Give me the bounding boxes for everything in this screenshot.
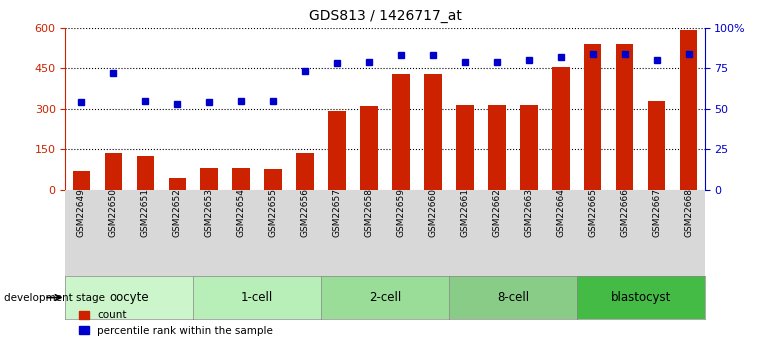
Bar [233,168,250,190]
Bar [200,168,218,190]
Bar [392,73,410,190]
Bar [105,153,122,190]
Bar [584,44,601,190]
Bar [424,73,442,190]
Text: development stage: development stage [4,293,105,303]
Text: oocyte: oocyte [109,291,149,304]
Text: 2-cell: 2-cell [369,291,401,304]
Legend: count, percentile rank within the sample: count, percentile rank within the sample [75,306,277,340]
Text: 1-cell: 1-cell [241,291,273,304]
Bar [72,171,90,190]
Bar [136,156,154,190]
Bar [552,67,570,190]
Bar [360,106,378,190]
Bar [328,111,346,190]
Bar [456,105,474,190]
Text: blastocyst: blastocyst [611,291,671,304]
Bar [680,30,698,190]
Text: 8-cell: 8-cell [497,291,529,304]
Bar [296,153,314,190]
Bar [616,44,634,190]
Bar [169,178,186,190]
Bar [520,105,537,190]
Text: GDS813 / 1426717_at: GDS813 / 1426717_at [309,9,461,23]
Bar [648,100,665,190]
Bar [488,105,506,190]
Bar [264,169,282,190]
